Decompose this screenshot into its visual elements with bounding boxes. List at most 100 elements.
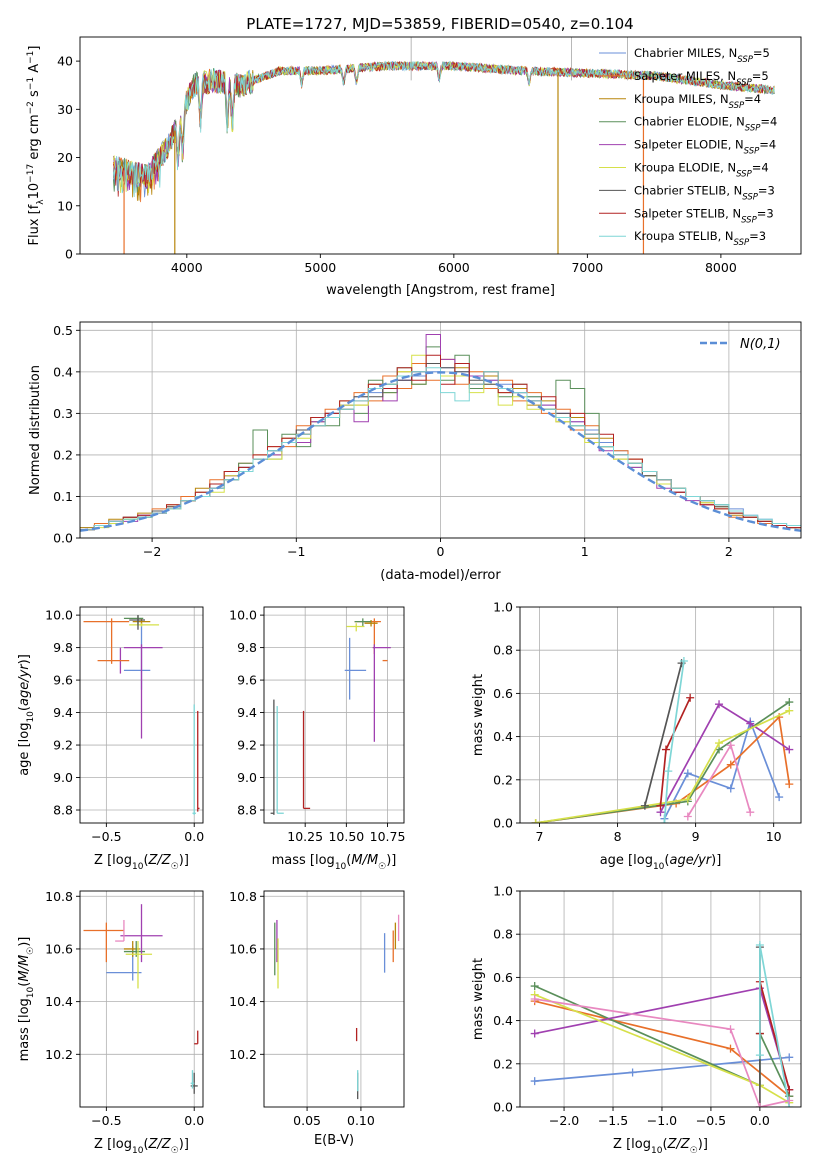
y-axis-label-part: )] [17, 654, 32, 664]
y-tick-label: 0.2 [53, 447, 73, 462]
x-axis-label-part: )] [386, 853, 396, 868]
axes-frame-z_massweight [519, 890, 802, 1108]
legend-label-part: SSP [736, 170, 752, 180]
massweight-marker [530, 982, 539, 991]
y-tick-label: 9.6 [237, 673, 257, 688]
y-tick-label: 10.4 [229, 994, 257, 1009]
y-tick-label: 9.8 [53, 640, 73, 655]
x-axis-label: Z [log10(Z/Z☉)] [94, 1137, 189, 1156]
x-tick-label: 0 [437, 544, 445, 559]
x-tick-label: 0.0 [750, 1113, 770, 1128]
x-axis-label-part: ☉ [171, 862, 179, 872]
massweight-marker [785, 1096, 794, 1105]
y-axis-label-part: λ [36, 199, 46, 205]
x-tick-label: −0.5 [91, 1113, 121, 1128]
y-axis-label-part: mass [log [17, 998, 32, 1061]
x-axis-label: Z [log10(Z/Z☉)] [613, 1137, 708, 1156]
x-tick-label: −2 [143, 544, 161, 559]
y-tick-label: 10.0 [45, 608, 73, 623]
legend-label: Chabrier STELIB, NSSP=3 [634, 183, 775, 202]
plot-area-age_massweight [520, 607, 801, 823]
y-axis-label-part: age/yr [17, 663, 32, 706]
massweight-marker [726, 741, 735, 750]
massweight-marker [530, 1077, 539, 1086]
y-axis-label-part: 10 [27, 183, 42, 200]
x-axis-label: E(B-V) [314, 1133, 354, 1148]
legend-label-part: SSP [736, 78, 752, 88]
x-axis-label-part: Z [log [94, 853, 132, 868]
x-axis-label-part: M/M [351, 853, 378, 868]
x-tick-label: −0.5 [696, 1113, 726, 1128]
x-tick-label: −1.0 [647, 1113, 677, 1128]
x-axis-label-part: )] [698, 1137, 708, 1152]
y-axis-label: Flux [fλ10−17 erg cm−2 s−1 A−1] [26, 46, 46, 246]
massweight-marker [775, 793, 784, 802]
legend-label-part: Chabrier STELIB, N [634, 183, 742, 197]
y-tick-label: 20 [57, 150, 73, 165]
y-axis-label-part: ☉ [26, 947, 36, 955]
legend-label: Kroupa MILES, NSSP=4 [634, 92, 761, 111]
massweight-marker [686, 693, 695, 702]
massweight-marker [683, 795, 692, 804]
legend-label-part: Kroupa MILES, N [634, 92, 729, 106]
x-axis-label-part: 10 [653, 862, 665, 872]
legend-label-part: Chabrier ELODIE, N [634, 115, 745, 129]
massweight-marker [785, 706, 794, 715]
y-axis-label-part: ] [27, 46, 42, 51]
y-axis-label-part: )] [17, 937, 32, 947]
x-tick-label: −1.5 [598, 1113, 628, 1128]
legend-label: N(0,1) [740, 337, 781, 352]
massweight-marker [715, 739, 724, 748]
y-tick-label: 9.2 [237, 738, 257, 753]
x-tick-label: 5000 [304, 260, 336, 275]
massweight-line [535, 709, 790, 823]
legend-label-part: SSP [742, 192, 758, 202]
x-axis-label-part: Z/Z [148, 1137, 172, 1152]
y-axis-label-part: −2 [26, 101, 36, 114]
y-tick-label: 1.0 [493, 884, 513, 899]
x-tick-label: 7000 [571, 260, 603, 275]
plot-area-residuals [80, 322, 801, 538]
legend-label-part: Kroupa STELIB, N [634, 229, 734, 243]
y-tick-label: 0.6 [493, 686, 513, 701]
x-axis-label-part: mass [log [272, 853, 335, 868]
y-tick-label: 9.0 [237, 770, 257, 785]
plot-area-z_mass [80, 891, 203, 1107]
y-tick-label: 0.4 [493, 729, 513, 744]
plot-area-mass_age [264, 607, 404, 823]
legend-label-part: SSP [734, 238, 750, 248]
x-tick-label: 0.05 [293, 1113, 321, 1128]
axes-z_massweight: −2.0 −1.5 −1.0 −0.5 0.0 0.0 0.2 0.4 0.6 0.8 1.0 mas… [471, 884, 802, 1156]
y-axis-label-part: −17 [26, 164, 36, 183]
x-axis-label-part: Z/Z [667, 1137, 691, 1152]
x-axis-label: Z [log10(Z/Z☉)] [94, 853, 189, 872]
legend-label-part: Chabrier MILES, N [634, 46, 737, 60]
x-tick-label: −2.0 [549, 1113, 579, 1128]
spectrum-line [113, 60, 775, 198]
x-axis-label-part: age [log [600, 853, 653, 868]
y-axis-label-part: −1 [26, 51, 36, 64]
y-tick-label: 10.8 [45, 889, 73, 904]
x-tick-label: 7 [536, 829, 544, 844]
massweight-marker [755, 941, 764, 949]
x-axis-label-part: 10 [335, 862, 347, 872]
massweight-marker [755, 1103, 764, 1107]
axes-mass_age: 10.25 10.50 10.75 8.8 9.0 9.2 9.4 9.6 9.8 10.0 mas… [229, 606, 405, 872]
y-axis-label-part: ( [17, 982, 32, 987]
x-tick-label: 0.0 [184, 1113, 204, 1128]
legend-label-part: Salpeter ELODIE, N [634, 138, 744, 152]
x-tick-label: 10.50 [328, 829, 364, 844]
legend-label: Chabrier MILES, NSSP=5 [634, 46, 770, 65]
y-axis-label: Normed distribution [28, 365, 43, 495]
x-axis-label-part: ( [346, 853, 351, 868]
x-axis-label: wavelength [Angstrom, rest frame] [326, 283, 555, 298]
x-axis-label: age [log10(age/yr)] [600, 853, 722, 872]
x-axis-label: mass [log10(M/M☉)] [272, 853, 397, 872]
legend-label-part: =4 [760, 115, 777, 129]
massweight-marker [530, 1029, 539, 1038]
legend-label-part: SSP [737, 55, 753, 65]
x-tick-label: 0.0 [184, 829, 204, 844]
y-tick-label: 30 [57, 102, 73, 117]
